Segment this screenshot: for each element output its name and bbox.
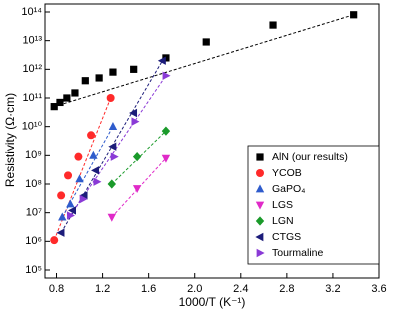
point (108, 142, 117, 151)
point (87, 131, 96, 140)
point (68, 206, 77, 215)
y-tick-label: 10¹⁴ (21, 6, 42, 18)
legend-label: LGS (272, 199, 293, 211)
point (50, 103, 58, 111)
legend-marker (256, 153, 264, 161)
x-tick-label: 1.2 (95, 283, 110, 295)
legend-marker (256, 248, 265, 258)
point (56, 98, 64, 107)
x-tick-label: 2.0 (187, 283, 202, 295)
point (161, 154, 171, 163)
y-tick-label: 10¹² (22, 63, 42, 75)
x-tick-label: 0.8 (49, 283, 64, 295)
x-tick-label: 3.6 (371, 283, 386, 295)
point (95, 74, 103, 82)
point (269, 21, 277, 29)
y-axis-title: Resistivity (Ω·cm) (3, 93, 17, 187)
legend-label: GaPO₄ (272, 183, 305, 195)
x-tick-label: 2.4 (233, 283, 248, 295)
point (64, 171, 73, 180)
x-tick-label: 1.6 (141, 283, 156, 295)
point (91, 166, 100, 175)
plot-frame (44, 3, 380, 279)
point (107, 179, 116, 189)
point (132, 185, 142, 194)
point (75, 174, 84, 183)
y-tick-label: 10⁵ (25, 264, 42, 276)
point (56, 228, 65, 237)
legend-label: LGN (272, 215, 294, 227)
point (63, 94, 71, 102)
point (161, 126, 171, 136)
legend-marker (255, 216, 265, 226)
legend-marker (255, 184, 265, 193)
point (79, 191, 88, 200)
legend-box (247, 145, 380, 265)
legend-marker (255, 232, 264, 242)
trend-line (54, 14, 354, 108)
point (129, 108, 138, 118)
point (58, 212, 67, 221)
point (79, 194, 88, 204)
point (66, 211, 75, 220)
point (57, 191, 66, 200)
point (81, 77, 89, 85)
legend-label: AlN (our results) (272, 151, 348, 163)
y-tick-label: 10¹¹ (22, 92, 42, 104)
point (74, 152, 83, 161)
point (110, 152, 119, 161)
legend-label: Tourmaline (272, 247, 324, 259)
point (157, 56, 166, 65)
y-tick-label: 10⁹ (25, 149, 42, 161)
point (66, 199, 75, 208)
point (162, 71, 171, 80)
point (109, 68, 117, 76)
y-tick-label: 10⁸ (25, 178, 42, 190)
point (50, 236, 59, 245)
point (162, 54, 170, 62)
y-tick-label: 10¹⁰ (22, 121, 43, 133)
x-tick-label: 3.2 (325, 283, 340, 295)
point (132, 152, 142, 162)
point (89, 150, 98, 159)
point (106, 94, 115, 102)
trend-line (69, 75, 167, 216)
legend-label: YCOB (272, 167, 302, 179)
point (108, 122, 118, 131)
point (93, 177, 102, 186)
point (130, 65, 138, 73)
y-tick-label: 10⁷ (26, 207, 42, 219)
x-tick-label: 2.8 (279, 283, 294, 295)
y-tick-label: 10⁶ (25, 235, 42, 247)
x-axis-title: 1000/T (K⁻¹) (179, 295, 246, 309)
legend-marker (255, 201, 265, 210)
point (350, 11, 358, 19)
y-tick-label: 10¹³ (22, 35, 42, 47)
point (202, 38, 210, 46)
point (71, 89, 79, 97)
legend-label: CTGS (272, 231, 301, 243)
trend-line (60, 60, 163, 233)
point (107, 213, 116, 222)
legend-marker (256, 169, 264, 177)
point (131, 117, 140, 126)
